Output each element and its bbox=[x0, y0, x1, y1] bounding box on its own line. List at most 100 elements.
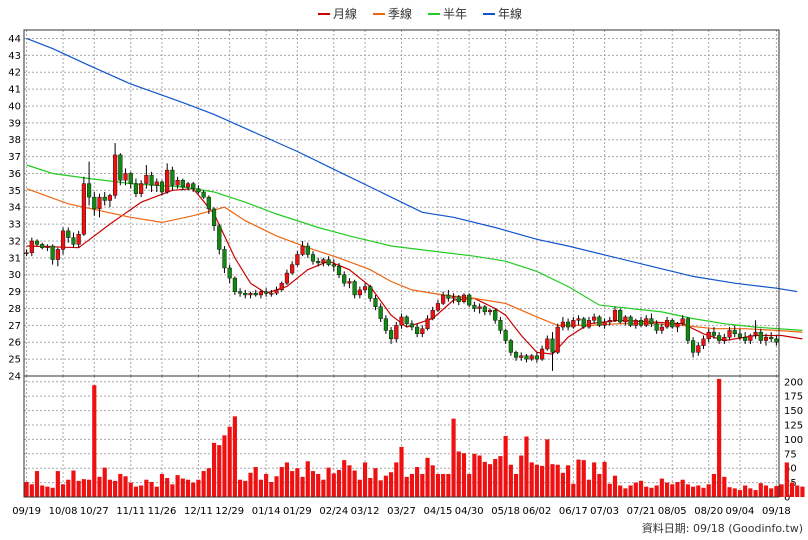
volume-tick-label: 50 bbox=[784, 464, 797, 475]
candle-body bbox=[170, 169, 175, 186]
volume-bar bbox=[180, 478, 185, 497]
candle-body bbox=[477, 306, 482, 309]
volume-bar bbox=[60, 484, 66, 497]
volume-bar bbox=[649, 487, 654, 497]
price-tick-label: 41 bbox=[8, 85, 21, 96]
chart-legend: 月線 季線 半年 年線 bbox=[318, 6, 522, 21]
x-tick-label: 08/05 bbox=[658, 506, 687, 517]
candle-body bbox=[513, 352, 519, 358]
candle-body bbox=[727, 330, 732, 338]
volume-bar bbox=[717, 378, 722, 497]
candle-body bbox=[389, 330, 394, 340]
candle-body bbox=[467, 294, 472, 306]
volume-bar bbox=[399, 446, 404, 497]
volume-bar bbox=[461, 453, 467, 497]
candle-body bbox=[560, 321, 565, 328]
volume-bar bbox=[534, 464, 539, 497]
x-tick-label: 08/20 bbox=[694, 506, 723, 517]
candle-body bbox=[279, 282, 284, 291]
x-tick-label: 06/02 bbox=[522, 506, 551, 517]
volume-bar bbox=[118, 473, 123, 497]
volume-bar bbox=[743, 485, 748, 497]
volume-bar bbox=[331, 473, 336, 497]
candle-body bbox=[696, 345, 701, 353]
candle-body bbox=[628, 316, 633, 326]
x-tick-label: 09/19 bbox=[12, 506, 41, 517]
candle-body bbox=[34, 240, 40, 245]
volume-bar bbox=[383, 475, 388, 497]
volume-bar bbox=[571, 483, 576, 497]
volume-bar bbox=[113, 480, 118, 497]
volume-bar bbox=[498, 456, 503, 497]
volume-bar bbox=[769, 488, 774, 497]
candle-body bbox=[362, 286, 368, 291]
volume-bar bbox=[368, 477, 373, 497]
candle-body bbox=[519, 355, 524, 358]
volume-bar bbox=[243, 480, 248, 497]
candle-body bbox=[399, 316, 404, 326]
volume-bar bbox=[638, 480, 644, 497]
price-tick-label: 40 bbox=[8, 101, 21, 112]
volume-bar bbox=[774, 486, 779, 497]
candle-body bbox=[420, 328, 425, 335]
volume-tick-label: 0 bbox=[784, 493, 790, 504]
candle-body bbox=[680, 318, 685, 324]
volume-bar bbox=[675, 482, 680, 497]
candle-body bbox=[638, 320, 644, 326]
volume-bar bbox=[727, 487, 732, 497]
candle-body bbox=[222, 249, 227, 269]
volume-bar bbox=[732, 488, 737, 497]
candle-body bbox=[487, 309, 493, 313]
candle-body bbox=[196, 188, 201, 193]
candle-body bbox=[654, 323, 659, 331]
legend-label-1: 季線 bbox=[388, 6, 412, 21]
candle-body bbox=[175, 180, 180, 186]
volume-bar bbox=[404, 476, 409, 497]
volume-bar bbox=[165, 477, 170, 497]
volume-bar bbox=[295, 468, 300, 497]
volume-bar bbox=[123, 476, 128, 497]
volume-bar bbox=[623, 488, 628, 497]
candle-body bbox=[185, 183, 191, 188]
volume-bar bbox=[144, 479, 149, 497]
x-tick-label: 03/12 bbox=[351, 506, 380, 517]
volume-bar bbox=[92, 385, 97, 497]
volume-bar bbox=[789, 482, 795, 497]
candle-body bbox=[81, 183, 86, 235]
x-tick-label: 02/24 bbox=[319, 506, 348, 517]
volume-bar bbox=[581, 460, 586, 497]
candle-body bbox=[232, 277, 237, 292]
candle-body bbox=[269, 293, 274, 295]
candle-body bbox=[430, 309, 435, 319]
volume-bar bbox=[779, 484, 784, 497]
volume-bar bbox=[175, 475, 180, 497]
candle-body bbox=[717, 335, 722, 341]
candle-body bbox=[461, 294, 467, 302]
volume-bar bbox=[680, 479, 685, 497]
volume-bar bbox=[238, 479, 243, 497]
candle-body bbox=[29, 240, 34, 253]
volume-bar bbox=[55, 471, 60, 497]
price-tick-label: 34 bbox=[8, 203, 21, 214]
candle-body bbox=[45, 245, 50, 248]
candle-body bbox=[482, 306, 487, 313]
volume-bar bbox=[529, 462, 534, 497]
volume-bar bbox=[696, 485, 701, 497]
volume-bar bbox=[420, 473, 425, 497]
candle-body bbox=[373, 298, 378, 307]
price-tick-label: 27 bbox=[8, 321, 21, 332]
volume-bar bbox=[633, 482, 638, 497]
candle-body bbox=[227, 267, 232, 279]
candle-body bbox=[24, 252, 29, 254]
candle-body bbox=[664, 320, 670, 328]
volume-bar bbox=[550, 464, 555, 497]
candle-body bbox=[253, 293, 258, 296]
candle-body bbox=[753, 331, 758, 336]
x-tick-label: 04/30 bbox=[455, 506, 484, 517]
candle-body bbox=[139, 183, 144, 194]
candle-body bbox=[352, 281, 357, 296]
volume-bar bbox=[446, 473, 451, 497]
candle-body bbox=[394, 325, 399, 340]
volume-bar bbox=[290, 471, 295, 497]
volume-bar bbox=[326, 467, 331, 497]
